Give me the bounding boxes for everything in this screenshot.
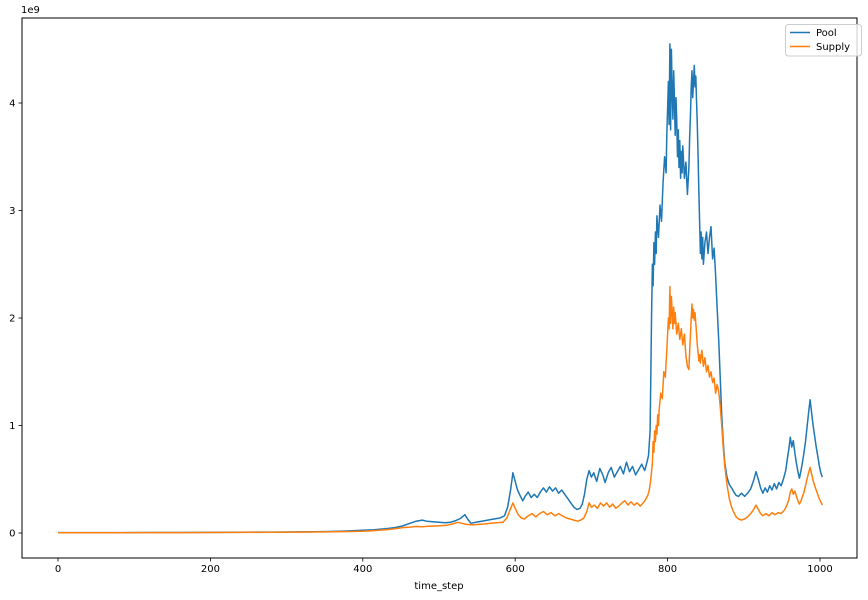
x-tick-label: 800	[658, 564, 677, 575]
x-tick-label: 600	[506, 564, 525, 575]
x-axis-ticks: 0 200 400 600 800 1000	[55, 558, 833, 575]
legend-label-supply: Supply	[816, 42, 850, 53]
pool-line	[58, 43, 824, 534]
legend-item-supply: Supply	[790, 42, 850, 53]
y-tick-label: 1	[9, 421, 15, 432]
y-axis-offset-label: 1e9	[21, 5, 40, 16]
x-tick-label: 1000	[807, 564, 832, 575]
y-tick-label: 4	[9, 99, 15, 110]
y-tick-label: 3	[9, 206, 15, 217]
legend: Pool Supply	[785, 24, 862, 57]
x-tick-label: 200	[201, 564, 220, 575]
x-tick-label: 0	[55, 564, 61, 575]
legend-item-pool: Pool	[790, 28, 837, 39]
y-axis-ticks: 0 1 2 3 4	[9, 99, 22, 540]
legend-label-pool: Pool	[816, 28, 837, 39]
y-tick-label: 2	[9, 314, 15, 325]
x-tick-label: 400	[353, 564, 372, 575]
x-axis-label: time_step	[414, 581, 463, 592]
supply-line	[58, 286, 823, 534]
plot-area	[21, 17, 858, 559]
y-tick-label: 0	[9, 529, 15, 540]
